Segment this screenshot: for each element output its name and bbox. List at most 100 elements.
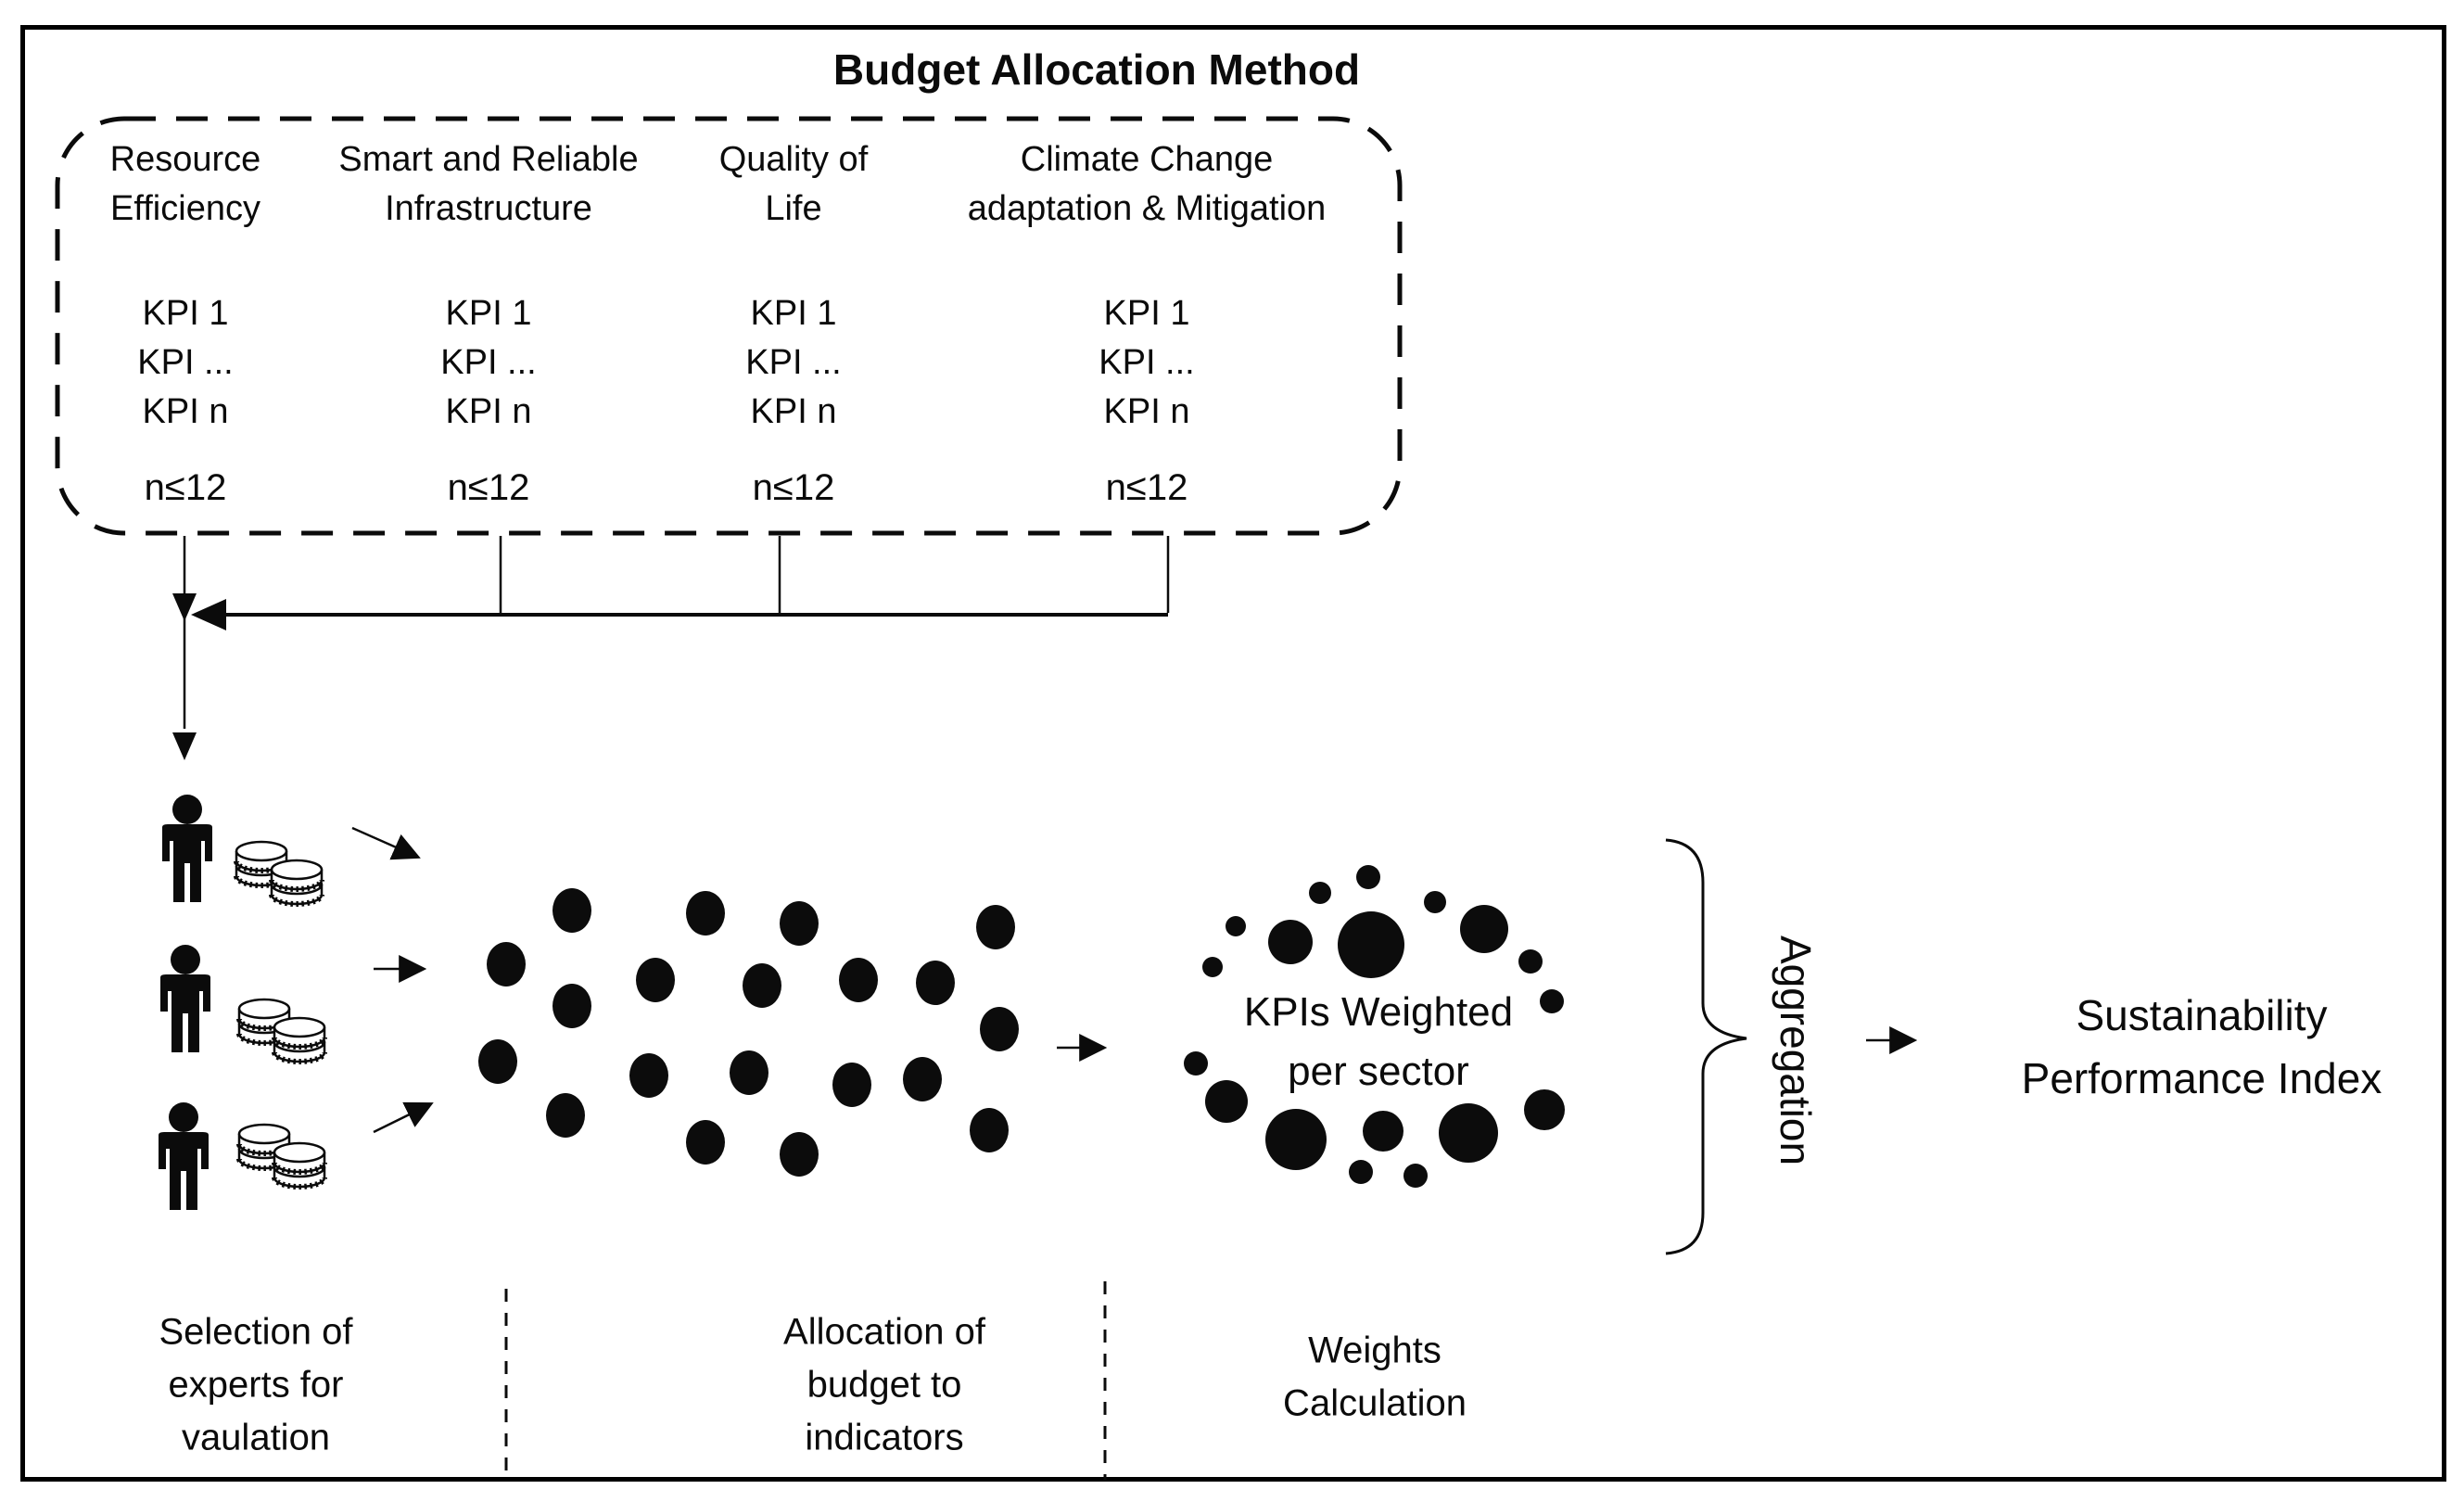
kpi-item: KPI ... <box>440 343 537 382</box>
dashed-rounded-box <box>55 116 1403 536</box>
pillar-title-line: Efficiency <box>110 189 260 228</box>
pillar-connector-lines <box>183 536 1170 729</box>
budget-dot <box>743 963 781 1008</box>
weighted-kpi-dot <box>1460 905 1508 953</box>
weighted-kpi-dot <box>1202 957 1223 977</box>
stage-weights-label: Calculation <box>1283 1382 1467 1424</box>
pillar-title-line: adaptation & Mitigation <box>967 189 1327 228</box>
coin-stack-icon <box>239 1125 324 1187</box>
weighted-cluster-label: per sector <box>1288 1049 1469 1094</box>
weighted-kpi-dot <box>1356 865 1380 889</box>
kpi-item: KPI n <box>142 392 229 431</box>
weighted-kpi-dot <box>1540 989 1564 1013</box>
budget-dot <box>970 1108 1009 1152</box>
person-icon <box>162 795 212 902</box>
stage-selection-label: Selection of <box>159 1311 353 1353</box>
result-label: Performance Index <box>2021 1054 2382 1102</box>
result-label: Sustainability <box>2076 991 2328 1039</box>
coin-stack-icon <box>236 842 322 904</box>
down-arrow-icon <box>172 593 197 621</box>
weighted-kpi-cluster <box>1184 865 1565 1188</box>
budget-dot <box>552 984 591 1028</box>
kpi-item: KPI n <box>1103 392 1190 431</box>
outer-border <box>20 25 2446 1482</box>
connector-arrowheads <box>172 593 226 760</box>
arrow-icon <box>351 826 421 860</box>
kpi-item: KPI 1 <box>1103 294 1190 333</box>
kpi-item: KPI n <box>445 392 532 431</box>
down-arrow-icon <box>172 732 197 760</box>
weighted-kpi-dot <box>1349 1160 1373 1184</box>
kpi-item: KPI ... <box>137 343 234 382</box>
person-icon <box>159 1102 209 1210</box>
budget-dot <box>636 958 675 1002</box>
pillar-title-line: Quality of <box>718 140 869 179</box>
weighted-kpi-dot <box>1309 882 1331 904</box>
weighted-cluster-label: KPIs Weighted <box>1243 989 1514 1035</box>
stage-selection-label: vaulation <box>181 1417 331 1458</box>
curly-brace-icon <box>1665 838 1747 1255</box>
budget-dot <box>730 1050 768 1095</box>
budget-dot <box>839 958 878 1002</box>
kpi-count-constraint: n≤12 <box>752 467 835 508</box>
kpi-count-constraint: n≤12 <box>1105 467 1188 508</box>
pillar-title-line: Life <box>765 189 822 228</box>
weighted-kpi-dot <box>1524 1089 1565 1130</box>
budget-dot <box>980 1007 1019 1051</box>
kpi-item: KPI ... <box>1099 343 1195 382</box>
left-arrow-icon <box>191 599 226 630</box>
budget-dot <box>686 891 725 936</box>
pillar-resource-efficiency: Resource Efficiency KPI 1 KPI ... KPI n … <box>37 135 334 509</box>
pillar-title-line: Smart and Reliable <box>338 140 639 179</box>
kpi-item: KPI 1 <box>750 294 837 333</box>
pillar-quality-of-life: Quality of Life KPI 1 KPI ... KPI n n≤12 <box>645 135 942 509</box>
budget-dots-cluster <box>478 888 1019 1177</box>
weighted-kpi-dot <box>1424 891 1446 913</box>
weighted-kpi-dot <box>1518 949 1543 974</box>
expert-flow-arrows <box>351 826 434 1134</box>
pillar-title-line: Climate Change <box>1020 140 1274 179</box>
budget-dot <box>916 961 955 1005</box>
budget-dot <box>903 1057 942 1101</box>
experts-group <box>159 795 324 1210</box>
budget-dot <box>686 1120 725 1165</box>
kpi-count-constraint: n≤12 <box>144 467 227 508</box>
coin-stack-icon <box>239 999 324 1062</box>
stage-allocation-label: Allocation of <box>783 1311 985 1353</box>
pillar-title-line: Infrastructure <box>385 189 592 228</box>
weighted-kpi-dot <box>1184 1051 1208 1076</box>
stage-selection-label: experts for <box>168 1364 344 1406</box>
budget-dot <box>780 901 819 946</box>
stage-allocation-label: indicators <box>805 1417 964 1458</box>
weighted-kpi-dot <box>1268 920 1313 964</box>
weighted-kpi-dot <box>1439 1103 1498 1163</box>
diagram-title: Budget Allocation Method <box>832 45 1361 94</box>
budget-dot <box>629 1053 668 1098</box>
pillar-climate-change: Climate Change adaptation & Mitigation K… <box>896 135 1397 509</box>
aggregation-label: Aggregation <box>1772 935 1820 1166</box>
weighted-kpi-dot <box>1265 1109 1327 1170</box>
budget-dot <box>487 942 526 986</box>
person-icon <box>160 945 210 1052</box>
kpi-item: KPI n <box>750 392 837 431</box>
kpi-item: KPI ... <box>745 343 842 382</box>
budget-dot <box>552 888 591 933</box>
pillar-smart-infrastructure: Smart and Reliable Infrastructure KPI 1 … <box>303 135 674 509</box>
stage-separators <box>504 1281 1107 1481</box>
budget-dot <box>780 1132 819 1177</box>
budget-dot <box>976 905 1015 949</box>
pillar-title-line: Resource <box>109 140 261 179</box>
stage-allocation-label: budget to <box>807 1364 962 1406</box>
kpi-item: KPI 1 <box>142 294 229 333</box>
stage-weights-label: Weights <box>1308 1330 1442 1371</box>
budget-dot <box>478 1039 517 1084</box>
weighted-kpi-dot <box>1338 911 1404 978</box>
budget-dot <box>832 1063 871 1107</box>
kpi-count-constraint: n≤12 <box>447 467 530 508</box>
weighted-kpi-dot <box>1363 1111 1403 1152</box>
arrow-icon <box>373 1101 434 1134</box>
budget-dot <box>546 1093 585 1138</box>
weighted-kpi-dot <box>1403 1164 1428 1188</box>
